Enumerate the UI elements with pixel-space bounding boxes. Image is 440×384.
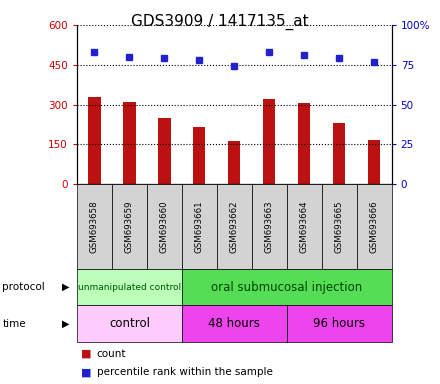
- Bar: [368, 140, 380, 184]
- Text: GSM693666: GSM693666: [370, 200, 379, 253]
- Bar: [263, 99, 275, 184]
- Text: GSM693664: GSM693664: [300, 200, 309, 253]
- Text: GDS3909 / 1417135_at: GDS3909 / 1417135_at: [131, 13, 309, 30]
- Bar: [88, 97, 101, 184]
- Text: ■: ■: [81, 349, 92, 359]
- Text: time: time: [2, 318, 26, 329]
- Text: GSM693658: GSM693658: [90, 200, 99, 253]
- Bar: [193, 127, 205, 184]
- Text: ■: ■: [81, 367, 92, 377]
- Text: GSM693661: GSM693661: [195, 200, 204, 253]
- Text: percentile rank within the sample: percentile rank within the sample: [97, 367, 273, 377]
- Text: GSM693665: GSM693665: [335, 200, 344, 253]
- Text: GSM693659: GSM693659: [125, 200, 134, 253]
- Text: ▶: ▶: [62, 318, 70, 329]
- Text: GSM693660: GSM693660: [160, 200, 169, 253]
- Text: GSM693662: GSM693662: [230, 200, 239, 253]
- Text: ▶: ▶: [62, 282, 70, 292]
- Text: control: control: [109, 317, 150, 330]
- Text: count: count: [97, 349, 126, 359]
- Text: GSM693663: GSM693663: [265, 200, 274, 253]
- Bar: [298, 103, 310, 184]
- Text: oral submucosal injection: oral submucosal injection: [211, 281, 363, 293]
- Bar: [333, 123, 345, 184]
- Text: unmanipulated control: unmanipulated control: [78, 283, 181, 291]
- Bar: [158, 118, 171, 184]
- Bar: [228, 141, 240, 184]
- Text: 96 hours: 96 hours: [313, 317, 365, 330]
- Text: protocol: protocol: [2, 282, 45, 292]
- Text: 48 hours: 48 hours: [209, 317, 260, 330]
- Bar: [123, 102, 136, 184]
